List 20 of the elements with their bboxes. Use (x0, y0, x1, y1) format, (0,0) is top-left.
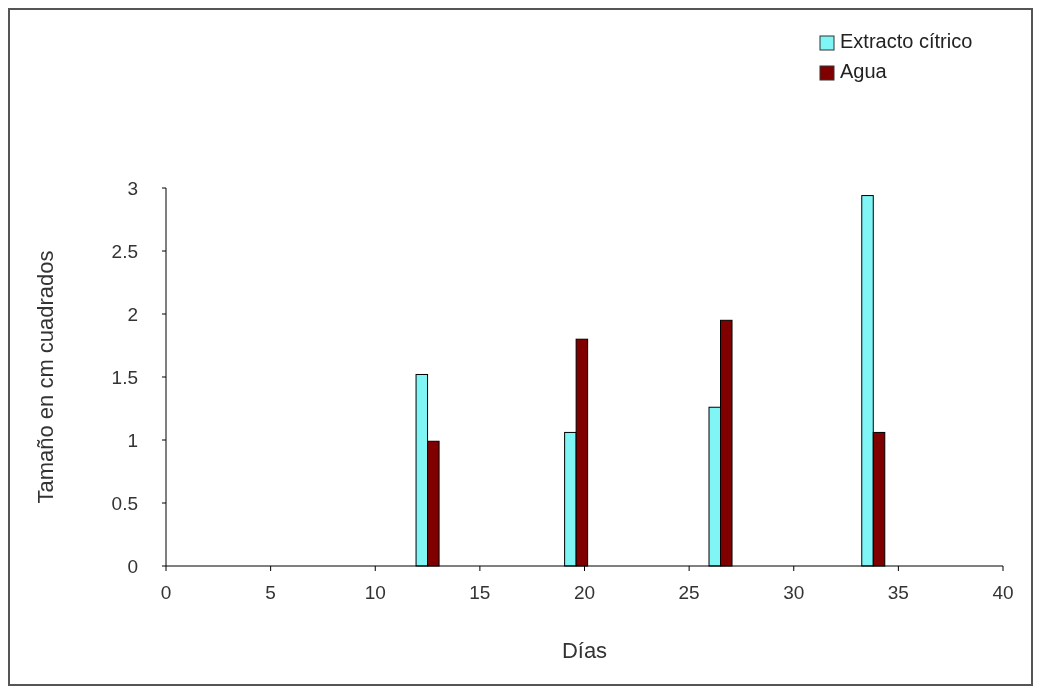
x-tick-label: 10 (364, 582, 386, 603)
legend-label: Agua (840, 60, 888, 82)
x-tick-label: 35 (887, 582, 909, 603)
x-tick-label: 40 (992, 582, 1014, 603)
y-tick-label: 3 (127, 178, 138, 199)
y-axis-title: Tamaño en cm cuadrados (33, 250, 58, 504)
x-axis-title: Días (561, 638, 608, 663)
y-tick-label: 2.5 (111, 241, 138, 262)
x-tick-label: 0 (160, 582, 172, 603)
y-tick-label: 1.5 (111, 367, 138, 388)
x-tick-label: 30 (783, 582, 805, 603)
y-tick-label: 0.5 (111, 493, 138, 514)
y-tick-label: 2 (127, 304, 138, 325)
legend-label: Extracto cítrico (840, 30, 973, 52)
x-tick-label: 25 (678, 582, 700, 603)
x-tick-label: 15 (469, 582, 491, 603)
x-tick-label: 20 (573, 582, 596, 603)
y-tick-label: 0 (127, 556, 138, 577)
y-tick-label: 1 (127, 430, 138, 451)
x-tick-label: 5 (265, 582, 276, 603)
